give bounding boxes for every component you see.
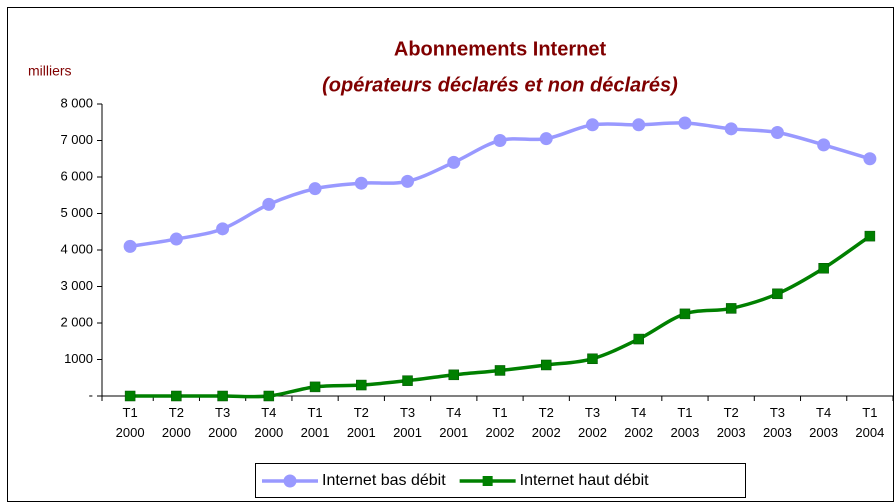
x-tick-label: T4 2000: [254, 405, 283, 440]
point: [308, 182, 322, 196]
point: [402, 375, 413, 386]
point: [356, 379, 367, 391]
point: [540, 359, 552, 371]
chart-frame: [7, 7, 894, 502]
point: [217, 390, 228, 402]
legend-item: Internet bas débit: [262, 472, 446, 489]
point: [263, 390, 275, 402]
y-tick-label: 6 000: [60, 168, 93, 183]
point: [632, 118, 646, 132]
point: [770, 125, 784, 139]
point: [169, 232, 183, 246]
point: [585, 118, 599, 132]
point: [401, 174, 415, 188]
point: [817, 138, 831, 152]
x-tick-label: T2 2002: [532, 405, 561, 440]
x-tick-label: T3 2003: [763, 405, 792, 440]
point: [678, 116, 692, 130]
y-tick-label: 2 000: [60, 314, 93, 329]
legend-label: Internet haut débit: [520, 472, 650, 489]
point: [864, 230, 876, 242]
point: [447, 155, 461, 169]
x-tick-label: T2 2000: [162, 405, 191, 440]
point: [724, 122, 738, 136]
point: [587, 353, 598, 365]
y-tick-label: -: [89, 387, 93, 402]
point: [818, 263, 829, 274]
point: [354, 176, 368, 190]
chart-title: Abonnements Internet: [394, 38, 607, 60]
x-tick-label: T1 2000: [116, 405, 145, 440]
legend-marker: [283, 474, 297, 488]
x-tick-label: T2 2001: [347, 405, 376, 440]
y-tick-label: 3 000: [60, 278, 93, 293]
x-tick-label: T1 2004: [855, 405, 884, 440]
point: [171, 390, 182, 402]
y-tick-label: 8 000: [60, 95, 93, 110]
point: [124, 390, 136, 402]
y-axis-label: milliers: [28, 63, 72, 79]
x-tick-label: T4 2002: [624, 405, 653, 440]
y-tick-label: 7 000: [60, 132, 93, 147]
x-tick-label: T2 2003: [717, 405, 746, 440]
point: [863, 152, 877, 166]
x-tick-label: T1 2001: [301, 405, 330, 440]
legend-marker: [482, 476, 493, 486]
x-tick-label: T3 2000: [208, 405, 237, 440]
point: [262, 197, 276, 211]
x-tick-label: T4 2003: [809, 405, 838, 440]
point: [309, 381, 321, 393]
point: [772, 288, 783, 300]
legend-label: Internet bas débit: [322, 472, 446, 489]
y-tick-label: 4 000: [60, 241, 93, 256]
point: [633, 333, 644, 345]
point: [448, 369, 460, 381]
point: [123, 239, 137, 253]
x-tick-label: T3 2002: [578, 405, 607, 440]
x-tick-label: T1 2003: [670, 405, 699, 440]
x-tick-label: T4 2001: [439, 405, 468, 440]
y-tick-label: 5 000: [60, 205, 93, 220]
point: [494, 365, 506, 376]
x-tick-label: T3 2001: [393, 405, 422, 440]
point: [539, 132, 553, 146]
point: [725, 303, 737, 314]
point: [493, 134, 507, 147]
legend-item: Internet haut débit: [459, 472, 650, 489]
chart-subtitle: (opérateurs déclarés et non déclarés): [322, 74, 678, 96]
y-tick-label: 1000: [64, 351, 93, 366]
point: [216, 222, 230, 236]
point: [679, 308, 691, 320]
x-tick-label: T1 2002: [486, 405, 515, 440]
